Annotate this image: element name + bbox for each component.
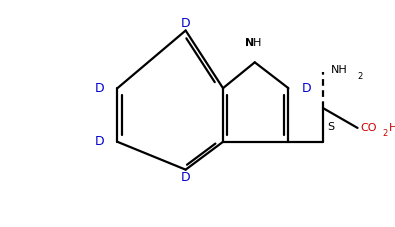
Text: D: D: [181, 170, 190, 184]
Text: S: S: [327, 122, 335, 132]
Text: H: H: [252, 38, 261, 48]
Text: H: H: [389, 123, 395, 133]
Text: D: D: [95, 82, 104, 95]
Text: D: D: [181, 17, 190, 30]
Text: NH: NH: [331, 65, 347, 75]
Text: 2: 2: [357, 72, 363, 81]
Text: 2: 2: [383, 129, 388, 138]
Text: CO: CO: [360, 123, 377, 133]
Text: N: N: [245, 38, 254, 48]
Text: D: D: [95, 135, 104, 148]
Text: D: D: [301, 82, 311, 95]
